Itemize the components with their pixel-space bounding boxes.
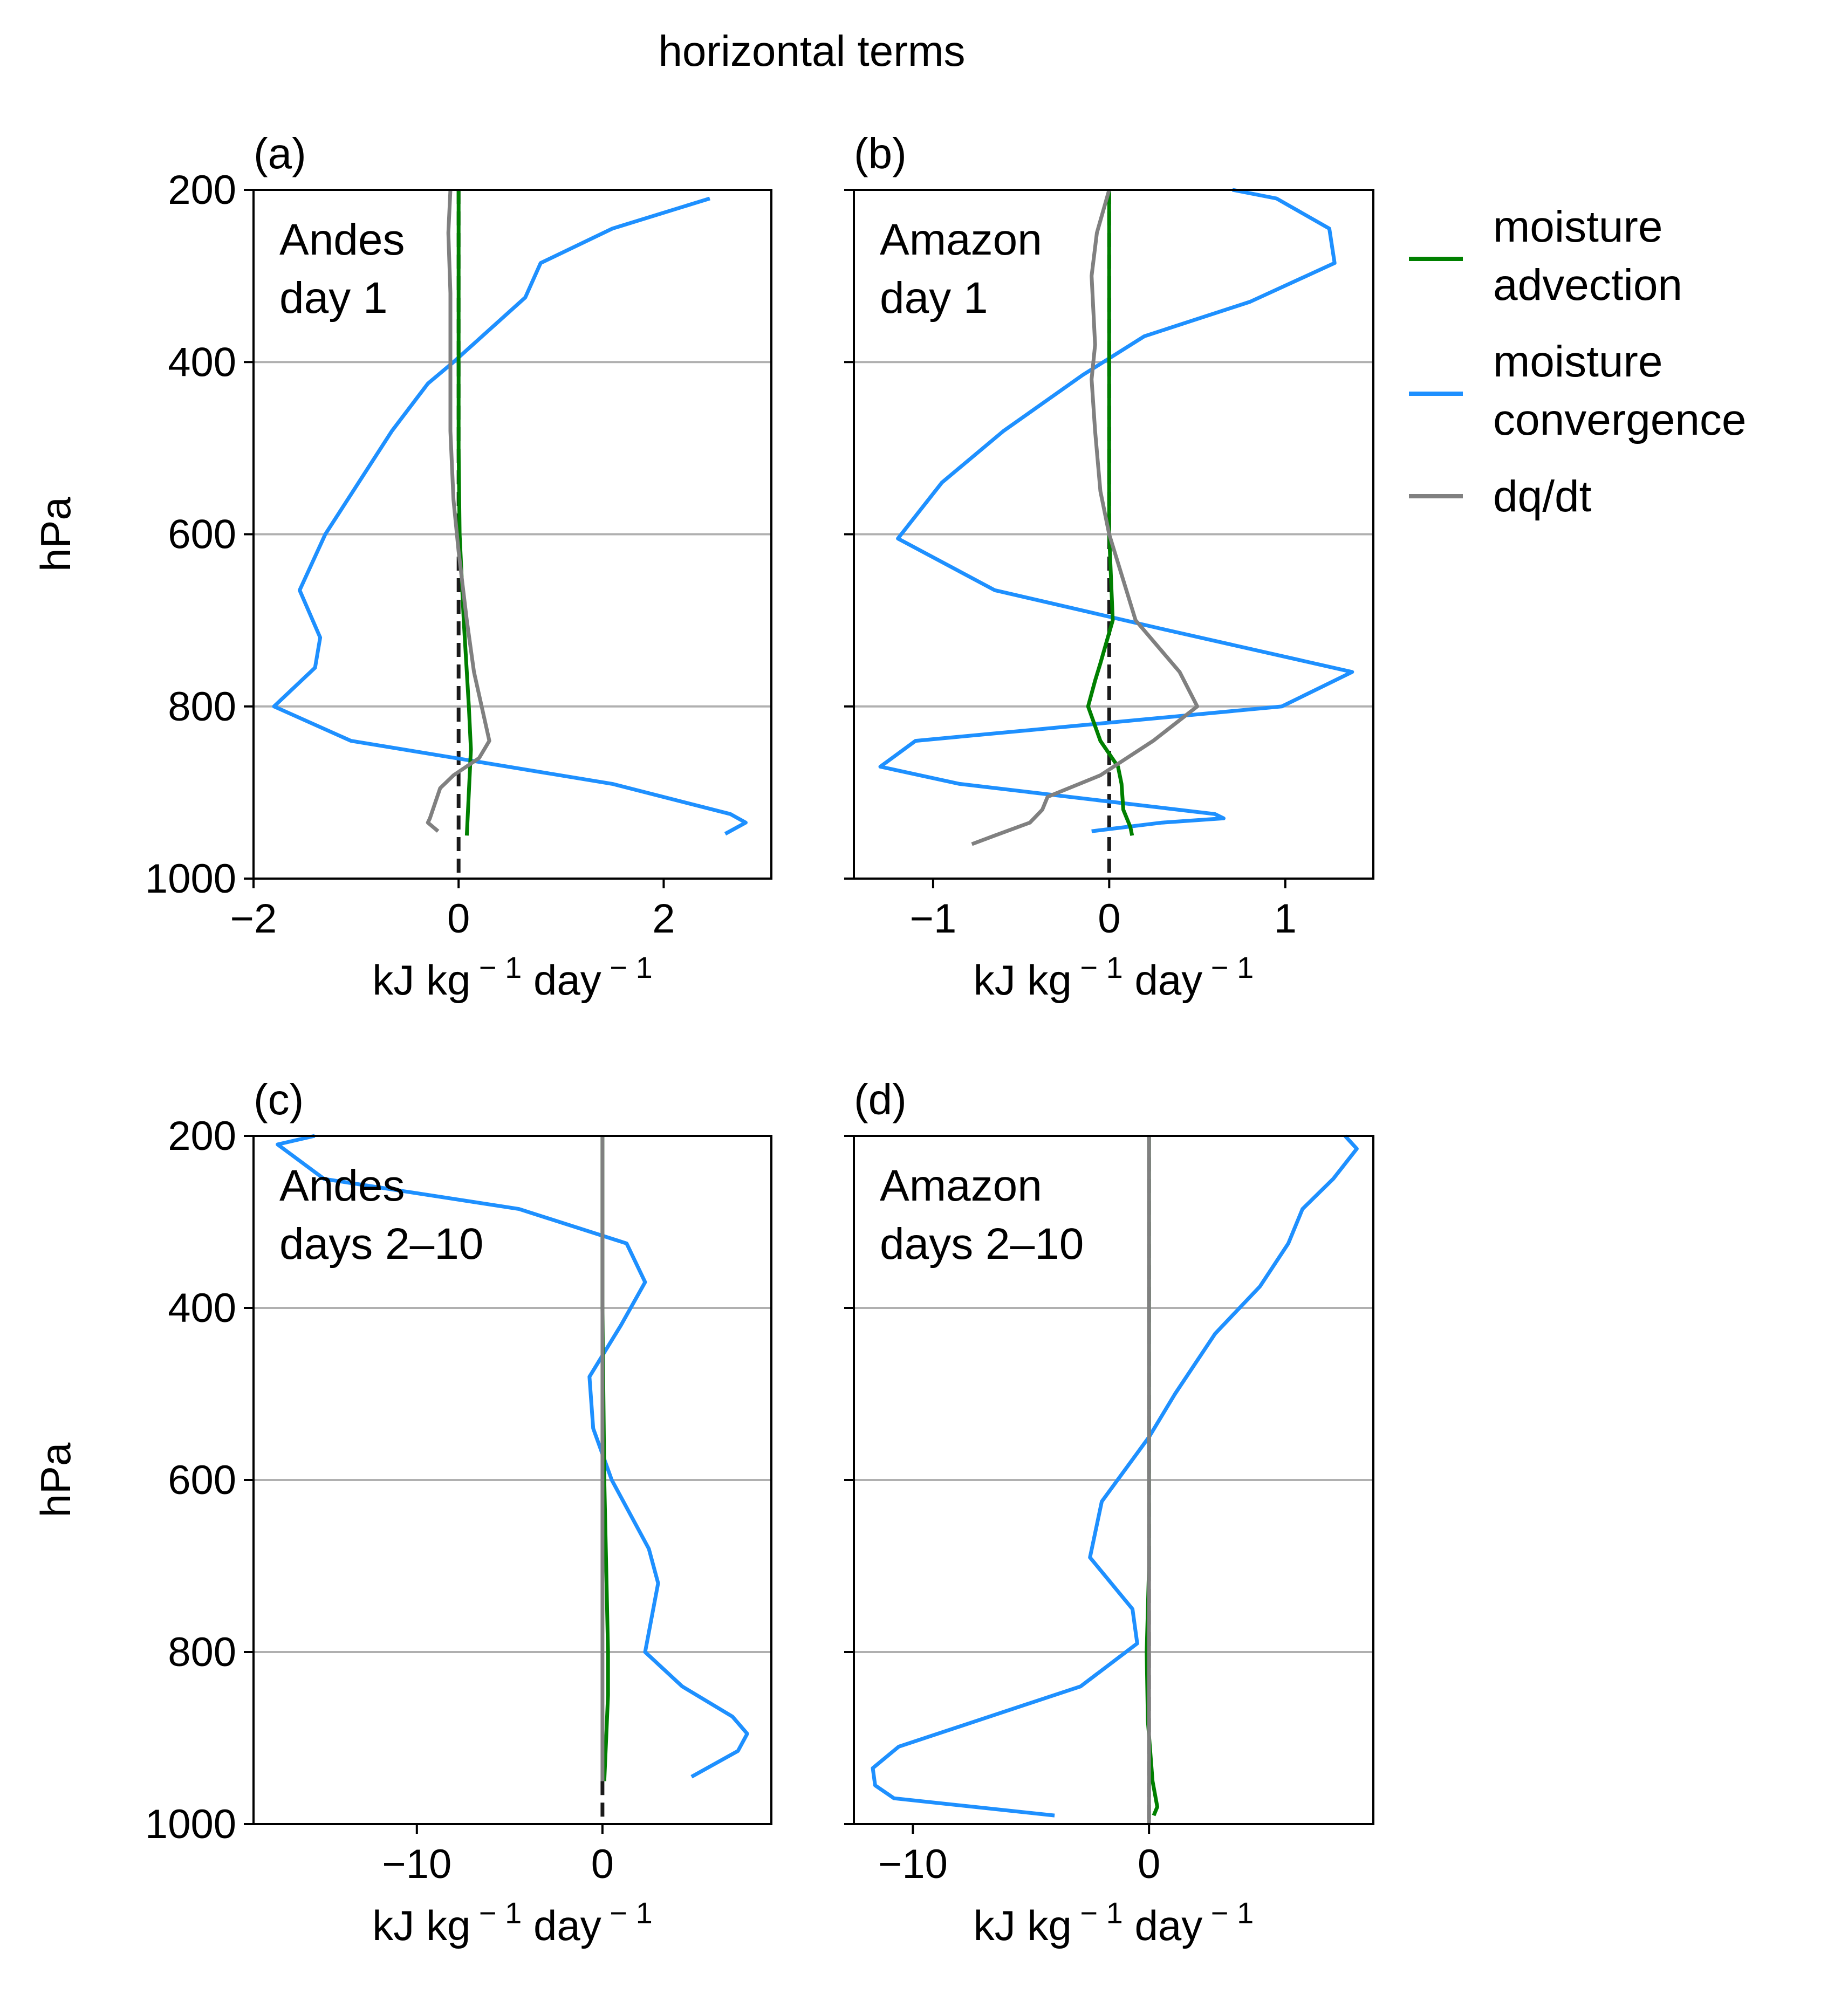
x-tick-label: 0 xyxy=(1138,1841,1160,1887)
panel-letter: (b) xyxy=(854,129,907,177)
x-tick-label: −1 xyxy=(910,896,957,942)
panel-letter: (a) xyxy=(254,129,306,177)
panel-letter: (c) xyxy=(254,1075,304,1123)
panel-a: 200 400 600 800 1000−2 0 2kJ kg − 1 day − 1 hPa… xyxy=(32,129,772,1004)
panel-annotation: Andes xyxy=(279,1161,405,1210)
y-axis-label: hPa xyxy=(32,1442,79,1517)
panel-b: −1 0 1 kJ kg − 1 day − 1 (b) Amazon day 1 xyxy=(844,129,1374,1004)
y-tick-label: 200 xyxy=(168,1113,236,1159)
legend-label-moisture-convergence: convergence xyxy=(1493,395,1747,444)
legend-label-dq-dt: dq/dt xyxy=(1493,472,1592,521)
x-tick-label: −2 xyxy=(230,896,277,942)
legend-label-moisture-advection: advection xyxy=(1493,261,1682,310)
y-axis-label: hPa xyxy=(32,496,79,571)
x-axis-label: kJ kg − 1 day − 1 xyxy=(372,950,652,1004)
x-tick-label: −10 xyxy=(878,1841,948,1887)
x-tick-label: 2 xyxy=(652,896,675,942)
y-tick-label: 1000 xyxy=(145,1801,236,1847)
x-tick-label: 0 xyxy=(591,1841,614,1887)
series-moisture-convergence xyxy=(272,196,748,836)
panel-annotation: day 1 xyxy=(279,273,388,323)
series-moisture-convergence xyxy=(871,1134,1359,1818)
panel-annotation: Andes xyxy=(279,215,405,264)
y-tick-label: 800 xyxy=(168,1629,236,1675)
panel-annotation: days 2–10 xyxy=(880,1219,1084,1269)
y-tick-label: 600 xyxy=(168,512,236,558)
y-tick-label: 600 xyxy=(168,1457,236,1503)
y-tick-label: 1000 xyxy=(145,856,236,902)
legend-label-moisture-convergence: moisture xyxy=(1493,337,1662,386)
y-tick-label: 400 xyxy=(168,339,236,385)
legend: moisture advection moisture convergence dq/d… xyxy=(1409,202,1747,521)
panel-annotation: Amazon xyxy=(880,1161,1042,1210)
panel-annotation: Amazon xyxy=(880,215,1042,264)
x-tick-label: 0 xyxy=(447,896,470,942)
panel-annotation: days 2–10 xyxy=(279,1219,483,1269)
x-tick-label: −10 xyxy=(382,1841,451,1887)
x-tick-label: 0 xyxy=(1098,896,1120,942)
x-axis-label: kJ kg − 1 day − 1 xyxy=(974,1896,1254,1950)
series-dq-dt xyxy=(426,189,491,833)
panel-annotation: day 1 xyxy=(880,273,988,323)
x-tick-label: 1 xyxy=(1274,896,1297,942)
legend-label-moisture-advection: moisture xyxy=(1493,202,1662,251)
panel-c: 200 400 600 800 1000 −10 0 kJ kg − 1 day − 1 hPa… xyxy=(32,1075,772,1950)
y-tick-label: 800 xyxy=(168,684,236,730)
series-moisture-convergence xyxy=(878,188,1354,833)
figure-title: horizontal terms xyxy=(658,27,965,75)
panel-letter: (d) xyxy=(854,1075,907,1123)
x-axis-label: kJ kg − 1 day − 1 xyxy=(974,950,1254,1004)
series-dq-dt xyxy=(971,189,1200,846)
panel-d: −10 0 kJ kg − 1 day − 1 (d) Amazon days 2–10 xyxy=(844,1075,1374,1950)
y-tick-label: 400 xyxy=(168,1285,236,1331)
y-tick-label: 200 xyxy=(168,167,236,213)
x-axis-label: kJ kg − 1 day − 1 xyxy=(372,1896,652,1950)
series-moisture-advection xyxy=(1086,190,1134,836)
